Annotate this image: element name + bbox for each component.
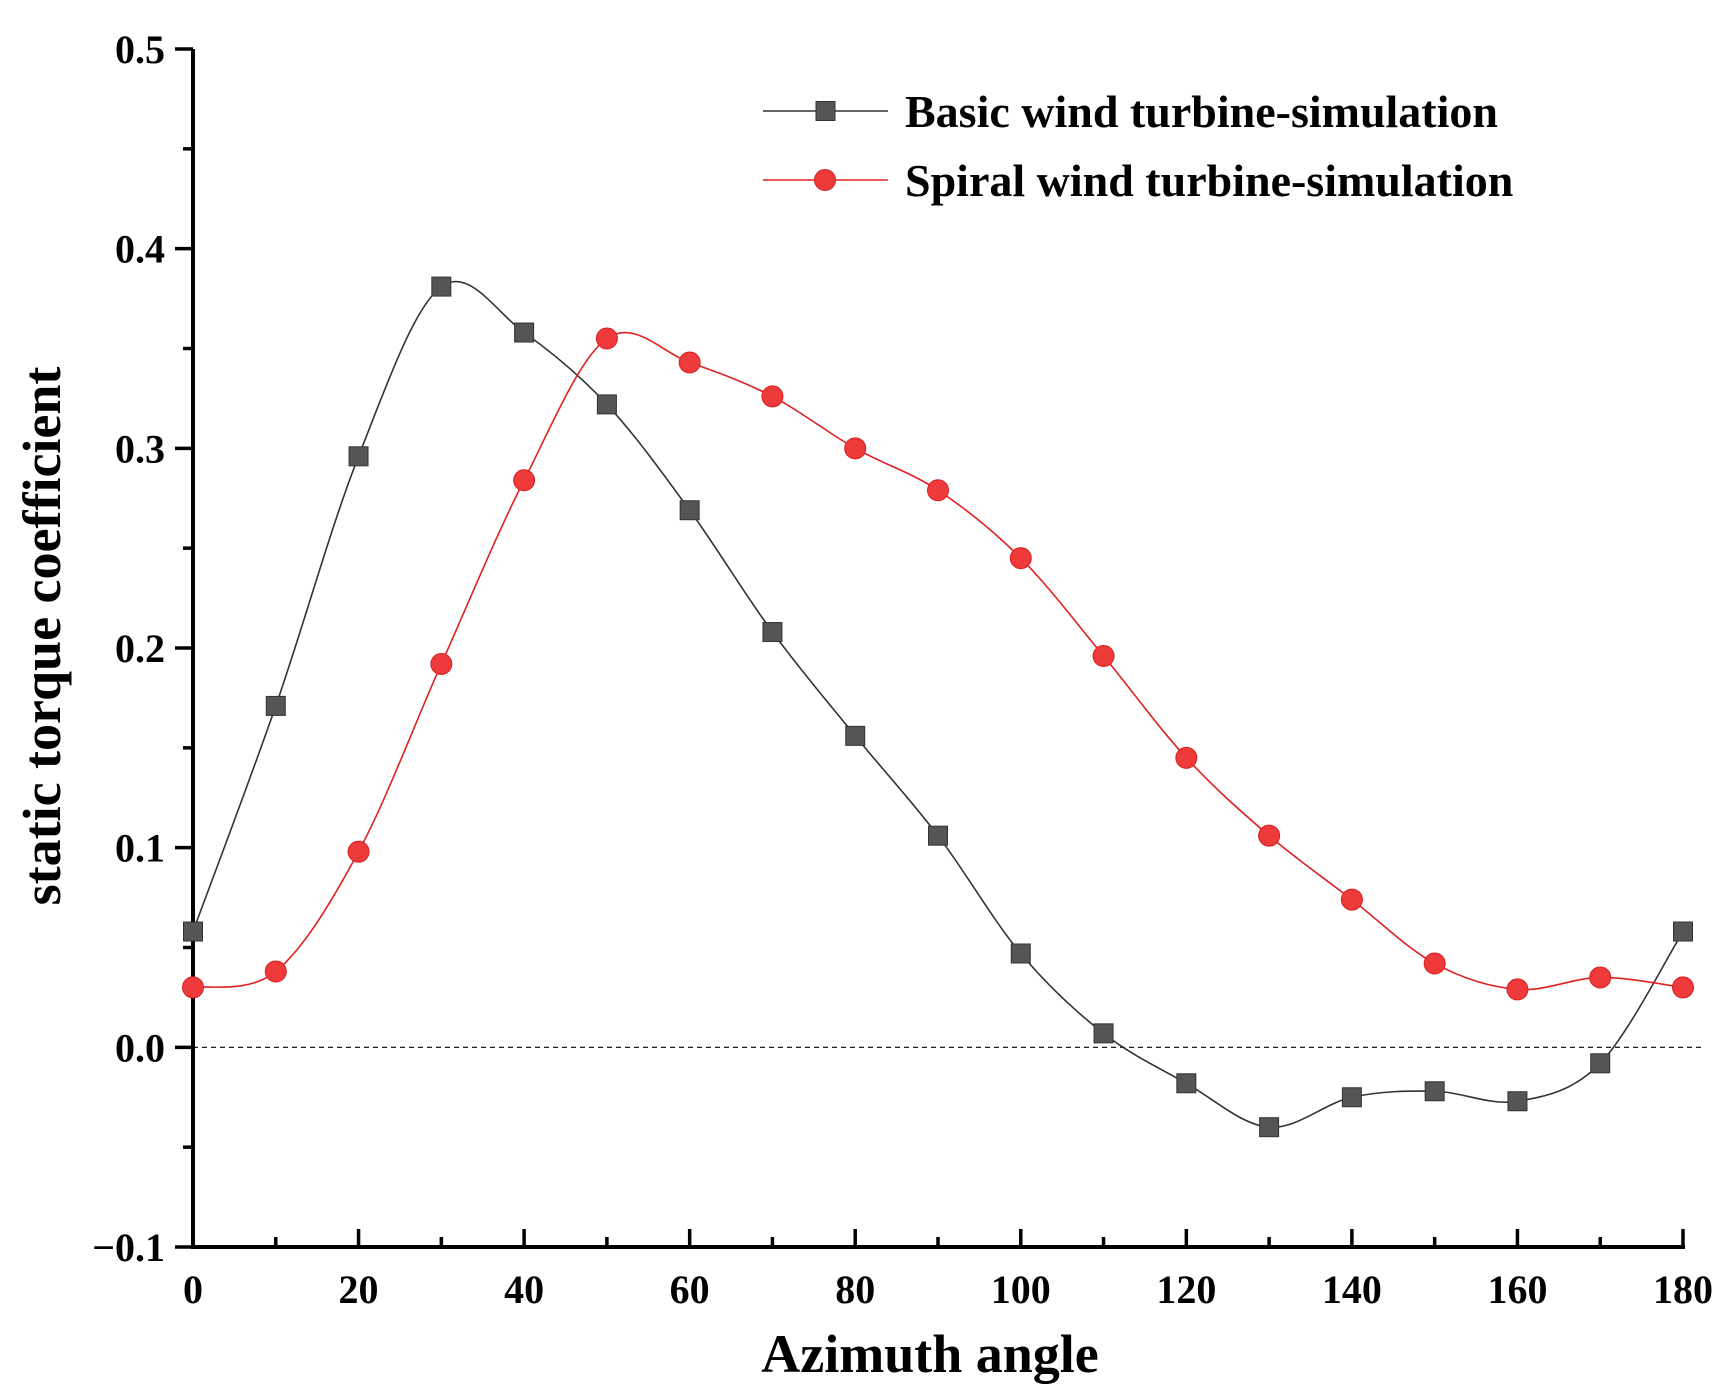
axes xyxy=(175,47,1685,1249)
series-1-point xyxy=(1341,1087,1362,1108)
series-1-point xyxy=(1176,1073,1197,1094)
x-tick-label: 160 xyxy=(1487,1267,1547,1312)
series-1-point xyxy=(348,446,369,467)
x-tick-label: 20 xyxy=(339,1267,379,1312)
series-2-point xyxy=(1672,976,1694,999)
series-1-point xyxy=(1259,1117,1280,1138)
x-tick-label: 80 xyxy=(835,1267,875,1312)
series-1-point xyxy=(1507,1091,1528,1112)
x-axis-title: Azimuth angle xyxy=(761,1324,1099,1384)
y-tick-label: 0.3 xyxy=(115,426,165,471)
series-2-point xyxy=(1009,547,1032,570)
x-tick-label: 180 xyxy=(1653,1267,1713,1312)
series-2-point xyxy=(1589,966,1612,989)
tick-labels: −0.1 0.0 0.1 0.2 0.3 0.4 0.5 0 20 40 60 80 100 120 140… xyxy=(92,27,1713,1312)
series-1-point xyxy=(1093,1023,1114,1044)
series-1-point xyxy=(1010,943,1031,964)
x-tick-label: 40 xyxy=(504,1267,544,1312)
series-1-point xyxy=(596,394,617,415)
y-axis-title: static torque coefficient xyxy=(12,367,72,906)
legend: Basic wind turbine-simulation Spiral wind… xyxy=(763,86,1513,206)
series-lines xyxy=(192,280,1684,1129)
legend-label-2: Spiral wind turbine-simulation xyxy=(905,155,1513,206)
series-2-point xyxy=(264,960,287,983)
legend-label-1: Basic wind turbine-simulation xyxy=(905,86,1498,137)
series-1-point xyxy=(183,921,203,942)
series-1-point xyxy=(431,276,452,297)
series-2-point xyxy=(513,469,536,492)
series-1-point xyxy=(679,500,700,521)
y-tick-label: −0.1 xyxy=(92,1225,165,1270)
series-2-point xyxy=(347,840,370,863)
series-1-point xyxy=(762,622,783,643)
series-1-point xyxy=(1424,1081,1445,1102)
series-2-point xyxy=(1092,644,1115,667)
series-line-2 xyxy=(192,331,1684,991)
x-tick-label: 0 xyxy=(183,1267,203,1312)
series-line-1 xyxy=(192,280,1684,1129)
legend-marker-circle xyxy=(814,169,836,191)
series-markers xyxy=(182,276,1694,1138)
series-2-point xyxy=(678,351,701,374)
series-2-point xyxy=(927,479,949,502)
series-1-point xyxy=(1673,921,1693,942)
series-2-point xyxy=(1258,824,1281,847)
series-2-point xyxy=(844,437,867,460)
series-2-point xyxy=(430,652,453,675)
series-2-point xyxy=(1340,888,1363,911)
y-tick-label: 0.2 xyxy=(115,626,165,671)
y-tick-label: 0.4 xyxy=(115,227,165,272)
series-1-point xyxy=(928,825,948,846)
y-tick-label: 0.0 xyxy=(115,1025,165,1070)
x-tick-label: 120 xyxy=(1156,1267,1216,1312)
series-1-point xyxy=(1590,1053,1611,1074)
series-2-point xyxy=(1175,746,1198,769)
series-2-point xyxy=(761,385,784,408)
series-2-point xyxy=(595,327,618,350)
series-1-point xyxy=(514,322,535,343)
series-2-point xyxy=(182,976,204,999)
y-tick-label: 0.5 xyxy=(115,27,165,72)
series-1-point xyxy=(265,695,286,716)
x-tick-label: 60 xyxy=(670,1267,710,1312)
series-1-point xyxy=(845,725,866,746)
legend-marker-square xyxy=(815,101,836,121)
x-tick-label: 140 xyxy=(1322,1267,1382,1312)
series-2-point xyxy=(1506,978,1529,1001)
series-2-point xyxy=(1423,952,1446,975)
y-tick-label: 0.1 xyxy=(115,826,165,871)
x-tick-label: 100 xyxy=(991,1267,1051,1312)
